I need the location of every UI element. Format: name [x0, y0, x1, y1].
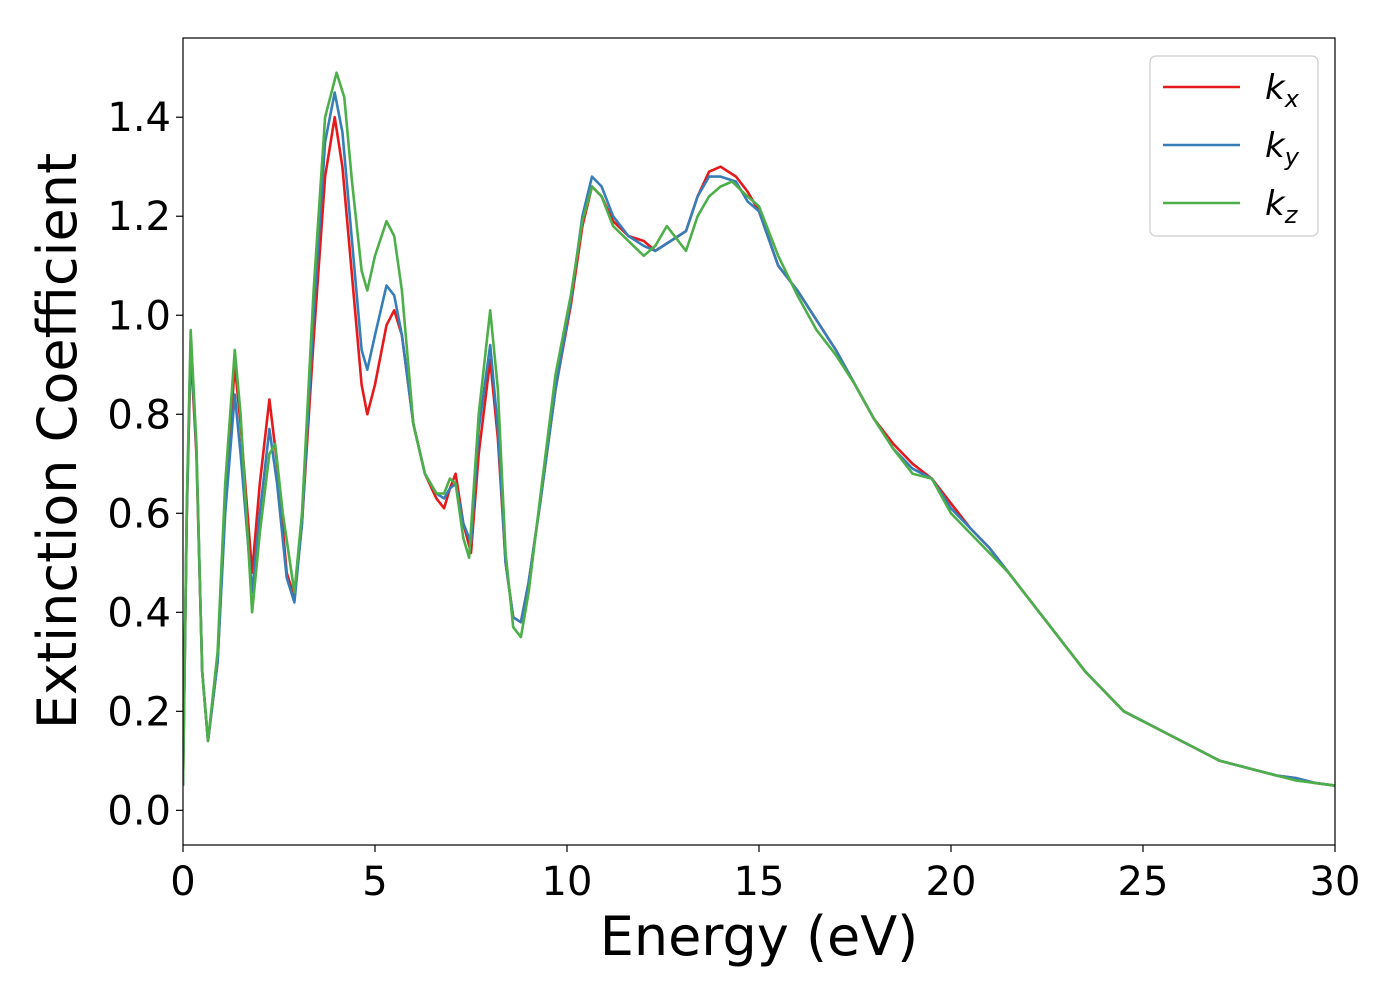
x-axis-title: Energy (eV)	[600, 905, 919, 968]
x-tick-label: 30	[1310, 859, 1361, 905]
x-tick-label: 15	[734, 859, 785, 905]
y-tick-label: 0.8	[107, 392, 171, 438]
y-tick-label: 0.4	[107, 590, 171, 636]
y-tick-label: 0.0	[107, 788, 171, 834]
series-line-z	[183, 71, 1335, 787]
y-tick-label: 0.2	[107, 689, 171, 735]
y-tick-label: 1.4	[107, 95, 171, 141]
x-axis: 0 5 10 15 20 25 30	[170, 845, 1360, 905]
y-tick-label: 1.2	[107, 194, 171, 240]
y-tick-label: 1.0	[107, 293, 171, 339]
x-tick-label: 25	[1118, 859, 1169, 905]
x-tick-label: 10	[542, 859, 593, 905]
x-tick-label: 5	[362, 859, 387, 905]
y-axis: 0.0 0.2 0.4 0.6 0.8 1.0 1.2 1.4	[107, 95, 183, 834]
x-tick-label: 20	[926, 859, 977, 905]
y-tick-label: 0.6	[107, 491, 171, 537]
y-axis-title: Extinction Coefficient	[26, 153, 89, 729]
x-tick-label: 0	[170, 859, 195, 905]
